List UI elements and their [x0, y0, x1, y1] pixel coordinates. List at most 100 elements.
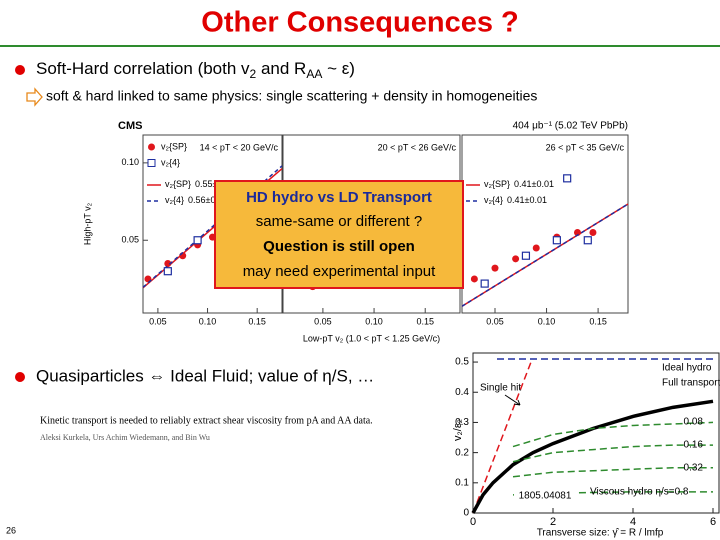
legend-marker — [147, 159, 156, 167]
x-tick-label: 0.15 — [248, 316, 266, 326]
legend-name: v₂{4} — [165, 195, 184, 205]
annotation: 1805.04081 — [519, 491, 572, 502]
slide-title: Other Consequences ? — [201, 7, 518, 39]
legend-label: v₂{4} 0.41±0.01 — [484, 195, 547, 205]
data-point — [480, 279, 489, 288]
sub-bullet-text: soft & hard linked to same physics: sing… — [46, 88, 537, 104]
paper-title: Kinetic transport is needed to reliably … — [40, 415, 373, 426]
callout-line: may need experimental input — [243, 263, 436, 280]
bullet-text-part: Soft-Hard correlation (both v — [36, 59, 250, 78]
y-tick-label: 0.05 — [121, 235, 139, 245]
y-tick-label: 0 — [463, 508, 469, 519]
curve — [472, 361, 532, 514]
x-tick-label: 6 — [710, 516, 716, 528]
x-tick-label: 0.10 — [365, 316, 383, 326]
callout-line: Question is still open — [263, 238, 415, 255]
x-axis-label: Low-pT v₂ (1.0 < pT < 1.25 GeV/c) — [303, 333, 440, 343]
y-tick-label: 0.4 — [455, 387, 469, 398]
fit-label: 0.41±0.01 — [507, 195, 547, 205]
slide-number: 26 — [6, 525, 16, 535]
x-tick-label: 0 — [470, 516, 476, 528]
x-tick-label: 0.05 — [314, 316, 332, 326]
data-point — [563, 174, 572, 183]
data-point — [552, 236, 561, 245]
x-tick-label: 0.10 — [199, 316, 217, 326]
x-tick-label: 0.15 — [416, 316, 434, 326]
fit-label: 0.56±0.01 — [188, 195, 228, 205]
figure-background — [448, 347, 720, 540]
data-point — [470, 275, 478, 283]
data-point — [532, 244, 540, 252]
curve — [512, 421, 714, 448]
x-tick-label: 0.10 — [538, 316, 556, 326]
x-axis-label: Transverse size: γ̂ = R / lmfp — [537, 527, 664, 539]
y-tick-label: 0.10 — [121, 157, 139, 167]
x-tick-label: 0.05 — [149, 316, 167, 326]
legend-marker — [148, 143, 155, 151]
x-tick-label: 0.15 — [589, 316, 607, 326]
curve — [512, 444, 713, 463]
y-tick-label: 0.1 — [455, 477, 469, 488]
annotation-box — [514, 488, 576, 504]
callout-line: HD hydro vs LD Transport — [246, 189, 432, 206]
data-point — [573, 229, 581, 237]
curve — [512, 466, 713, 478]
data-point — [491, 264, 499, 272]
curve-label: Viscous hydro η/s=0.8 — [590, 487, 689, 498]
y-tick-label: 0.2 — [455, 447, 469, 458]
y-tick-label: 0.5 — [455, 357, 469, 368]
data-point — [589, 229, 597, 237]
bullet-text-part: and R — [256, 59, 306, 78]
curve-label: 0.32 — [684, 463, 704, 474]
curve-label: Ideal hydro — [662, 363, 712, 374]
callout-box — [214, 180, 464, 289]
fit-line — [461, 203, 629, 307]
data-point — [163, 267, 172, 276]
subscript: AA — [306, 67, 322, 81]
data-point — [583, 236, 592, 245]
sub-bullet-arrow — [26, 87, 43, 107]
x-tick-label: 0.05 — [486, 316, 504, 326]
curve-label: 0.08 — [684, 417, 704, 428]
paper-authors: Aleksi Kurkela, Urs Achim Wiedemann, and… — [40, 433, 210, 442]
legend-name: v₂{SP} — [484, 179, 510, 189]
panel-subtitle: 26 < pT < 35 GeV/c — [546, 142, 625, 152]
y-tick-label: 0.3 — [455, 417, 469, 428]
panel-label: CMS — [118, 120, 142, 132]
label-arrow — [504, 394, 521, 406]
bullet-text: Quasiparticles ⇔ Ideal Fluid; value of η… — [36, 366, 374, 385]
bullet-dot — [15, 372, 25, 382]
curve-label: 0.16 — [684, 440, 704, 451]
panel-subtitle: 20 < pT < 26 GeV/c — [378, 142, 457, 152]
bullet-text: Soft-Hard correlation (both v2 and RAA ~… — [36, 59, 355, 81]
subscript: 2 — [250, 67, 257, 81]
legend-label: v₂{4} — [161, 157, 180, 167]
bullet-dot — [15, 65, 25, 75]
curve-label: Full transport — [662, 378, 720, 389]
curve-label: Single hit — [480, 383, 521, 394]
legend-label: v₂{SP} 0.41±0.01 — [484, 179, 554, 189]
curve — [471, 399, 714, 514]
y-axis-label: High-pT v₂ — [82, 202, 92, 245]
x-tick-label: 2 — [550, 516, 556, 528]
panel-label: 404 μb⁻¹ (5.02 TeV PbPb) — [513, 121, 628, 132]
legend-name: v₂{4} — [484, 195, 503, 205]
y-axis-label: v₂/ε₂ — [452, 419, 464, 441]
plot-frame — [472, 352, 720, 514]
fit-label: 0.41±0.01 — [514, 179, 554, 189]
data-point — [193, 236, 202, 245]
panel-subtitle: 14 < pT < 20 GeV/c — [200, 142, 279, 152]
callout-line: same-same or different ? — [256, 213, 422, 230]
fit-line — [142, 165, 283, 288]
data-point — [164, 259, 172, 267]
data-point — [521, 251, 531, 260]
callout: HD hydro vs LD Transport same-same or di… — [214, 180, 464, 289]
bullet-text-part: ~ ε) — [322, 59, 355, 78]
legend-label: v₂{SP} — [161, 141, 187, 151]
data-point — [512, 255, 520, 263]
legend-label: v₂{4} 0.56±0.01 — [165, 195, 228, 205]
legend-name: v₂{SP} — [165, 179, 191, 189]
x-tick-label: 4 — [630, 516, 636, 528]
